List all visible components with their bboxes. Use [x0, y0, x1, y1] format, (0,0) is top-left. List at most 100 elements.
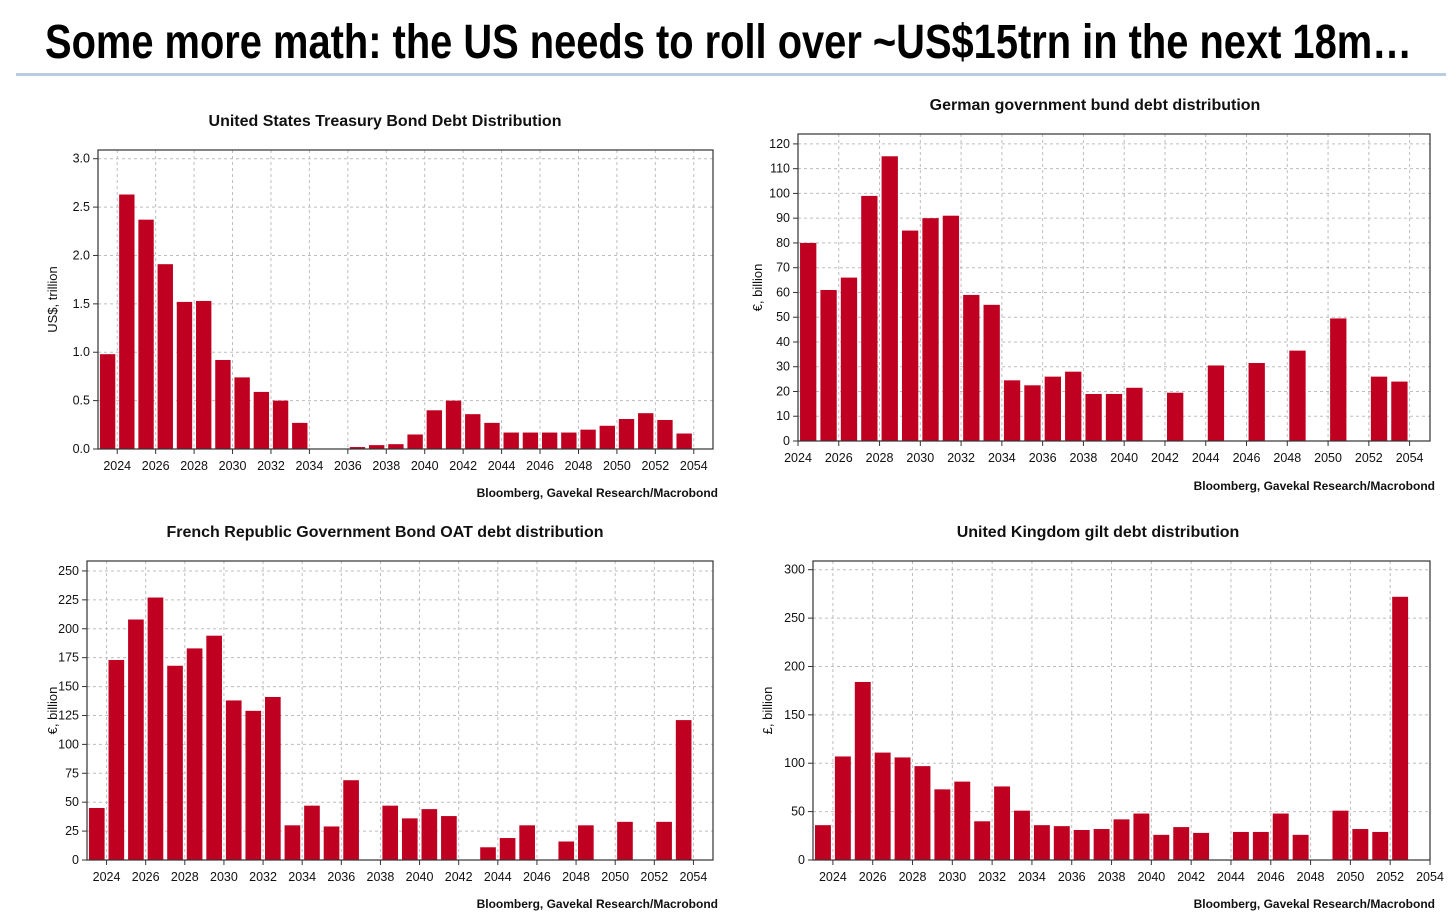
- x-tick-label: 2038: [367, 870, 395, 884]
- y-tick-label: 120: [769, 137, 790, 151]
- x-tick-label: 2038: [1070, 451, 1098, 465]
- x-tick-label: 2024: [103, 459, 131, 473]
- bar-2039: [1105, 393, 1123, 441]
- x-tick-label: 2024: [819, 870, 847, 884]
- bar-2045: [519, 825, 535, 860]
- x-tick-label: 2046: [1257, 870, 1285, 884]
- x-tick-label: 2038: [372, 459, 400, 473]
- chart-source: Bloomberg, Gavekal Research/Macrobond: [477, 486, 718, 500]
- x-tick-label: 2046: [523, 870, 551, 884]
- chart-source: Bloomberg, Gavekal Research/Macrobond: [1194, 479, 1435, 493]
- x-tick-label: 2024: [93, 870, 121, 884]
- x-tick-label: 2048: [562, 870, 590, 884]
- bar-2037: [368, 445, 385, 449]
- x-tick-label: 2026: [859, 870, 887, 884]
- y-tick-label: 50: [65, 795, 79, 809]
- bar-2035: [1024, 385, 1041, 441]
- chart-source: Bloomberg, Gavekal Research/Macrobond: [477, 897, 718, 911]
- y-tick-label: 50: [776, 310, 790, 324]
- x-tick-label: 2042: [449, 459, 477, 473]
- bar-2027: [167, 665, 183, 860]
- bar-2048: [580, 429, 596, 449]
- bar-2046: [541, 432, 558, 449]
- y-tick-label: 100: [769, 186, 790, 200]
- x-tick-label: 2052: [641, 459, 669, 473]
- x-tick-label: 2050: [1336, 870, 1364, 884]
- y-tick-label: 250: [784, 611, 805, 625]
- x-tick-label: 2034: [1018, 870, 1046, 884]
- bar-2025: [138, 219, 154, 449]
- bar-2027: [176, 301, 193, 449]
- y-tick-label: 80: [776, 236, 790, 250]
- chart-title: United Kingdom gilt debt distribution: [957, 524, 1240, 541]
- x-tick-label: 2052: [1376, 870, 1404, 884]
- bar-2041: [441, 816, 457, 860]
- bar-2029: [206, 635, 222, 860]
- bar-2044: [1232, 831, 1249, 860]
- x-tick-label: 2024: [784, 451, 812, 465]
- chart-source: Bloomberg, Gavekal Research/Macrobond: [1194, 897, 1435, 911]
- y-tick-label: 50: [791, 805, 805, 819]
- bar-2045: [522, 432, 539, 449]
- bar-2023: [99, 354, 116, 449]
- bar-2027: [861, 195, 878, 441]
- bar-2050: [618, 419, 635, 449]
- chart-title: German government bund debt distribution: [930, 97, 1261, 114]
- chart-panel: 0 50 100 150 200 250 300 2024 2026 2028 2030 2032 20…: [760, 524, 1444, 911]
- bar-2030: [234, 377, 250, 449]
- chart-title: United States Treasury Bond Debt Distrib…: [209, 113, 562, 130]
- x-tick-label: 2030: [906, 451, 934, 465]
- bar-2048: [578, 825, 594, 860]
- x-tick-label: 2032: [257, 459, 285, 473]
- x-tick-label: 2054: [680, 459, 708, 473]
- bar-2028: [196, 300, 212, 449]
- x-tick-label: 2052: [640, 870, 668, 884]
- bar-2026: [874, 752, 891, 860]
- bar-2038: [382, 805, 399, 860]
- bar-2028: [186, 648, 203, 860]
- x-tick-label: 2052: [1355, 451, 1383, 465]
- bar-2031: [942, 215, 960, 441]
- y-tick-label: 1.0: [73, 345, 90, 359]
- title-rule: [16, 73, 1446, 76]
- bar-2050: [1352, 829, 1369, 860]
- bar-2039: [407, 434, 423, 449]
- bar-2024: [119, 194, 135, 449]
- y-axis-label: £, billion: [760, 687, 775, 735]
- bar-2029: [901, 230, 919, 441]
- plot-frame: [86, 560, 714, 861]
- x-tick-label: 2040: [411, 459, 439, 473]
- bar-2036: [343, 780, 359, 860]
- x-tick-label: 2030: [938, 870, 966, 884]
- y-tick-label: 110: [770, 162, 790, 176]
- x-tick-label: 2048: [1297, 870, 1325, 884]
- bar-2036: [1073, 830, 1090, 860]
- y-tick-label: 60: [776, 285, 790, 299]
- y-tick-label: 175: [58, 651, 79, 665]
- bar-2053: [676, 433, 692, 449]
- y-tick-label: 0: [72, 853, 79, 867]
- bar-2043: [484, 422, 500, 449]
- bar-2038: [1085, 393, 1102, 441]
- page-title: Some more math: the US needs to roll ove…: [45, 16, 1412, 69]
- x-tick-label: 2034: [288, 870, 316, 884]
- x-tick-label: 2042: [1151, 451, 1179, 465]
- y-tick-label: 100: [784, 756, 805, 770]
- bar-2032: [272, 400, 289, 449]
- bar-2041: [1173, 827, 1190, 860]
- chart-panel: 0 25 50 75 100 125 150 175 200 225 250 2024 2026 2028…: [45, 524, 718, 911]
- x-tick-label: 2050: [1314, 451, 1342, 465]
- bar-2035: [323, 826, 340, 860]
- y-tick-label: 150: [784, 708, 805, 722]
- bar-2026: [147, 597, 164, 860]
- bar-2032: [994, 786, 1011, 860]
- bar-2030: [954, 781, 971, 860]
- bar-2047: [1292, 834, 1309, 860]
- bar-2041: [445, 400, 462, 449]
- x-tick-label: 2028: [171, 870, 199, 884]
- bar-2049: [1332, 810, 1349, 860]
- bar-2037: [1065, 371, 1082, 441]
- y-tick-label: 125: [58, 708, 79, 722]
- bar-2025: [854, 681, 871, 860]
